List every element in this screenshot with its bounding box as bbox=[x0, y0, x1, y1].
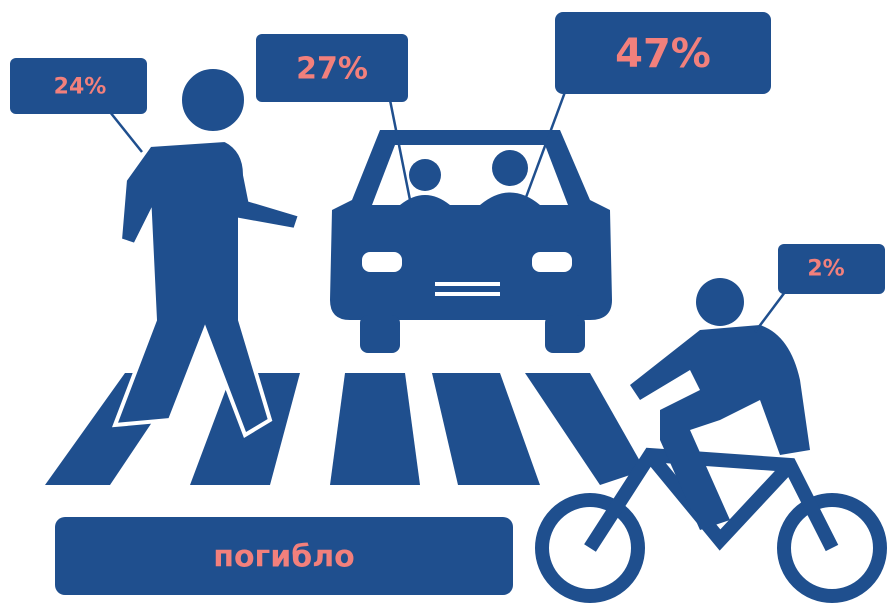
callout-label: 47% bbox=[615, 31, 711, 77]
leader-line bbox=[755, 292, 785, 332]
page: 24% 27% 47% 2% погибло (() => { const da… bbox=[0, 0, 892, 610]
callout-label: 2% bbox=[807, 257, 844, 282]
callout-label: 27% bbox=[296, 52, 368, 87]
callout-label: 24% bbox=[54, 75, 107, 100]
infographic: 24% 27% 47% 2% погибло bbox=[0, 0, 892, 610]
caption: погибло bbox=[213, 540, 355, 575]
car-icon bbox=[330, 130, 612, 353]
leader-line bbox=[110, 112, 142, 152]
